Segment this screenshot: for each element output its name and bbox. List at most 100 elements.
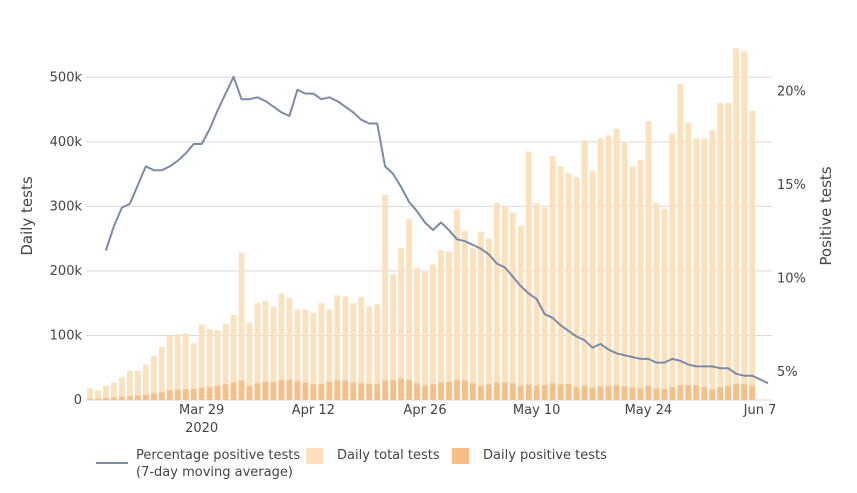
bar-daily-positive [182,389,189,400]
bar-daily-positive [406,379,412,400]
bar-daily-positive [597,386,604,400]
bar-daily-total [278,293,285,400]
bar-daily-positive [214,385,221,400]
bar-daily-total [438,250,444,400]
bar-daily-total [677,83,684,401]
bar-daily-positive [190,389,197,400]
bar-daily-total [390,274,396,400]
bar-daily-positive [541,385,548,400]
bar-daily-positive [589,387,596,400]
bar-daily-positive [509,383,516,400]
bar-daily-total [334,295,341,400]
bar-daily-positive [166,390,173,400]
bar-daily-positive [741,384,747,400]
bar-daily-positive [174,389,181,400]
bar-daily-positive [422,385,428,400]
bar-daily-total [701,138,708,400]
bar-daily-total [214,330,221,400]
bar-daily-total [182,333,189,400]
bar-daily-positive [246,385,253,400]
bar-daily-positive [310,384,317,400]
bar-daily-positive [430,384,436,400]
bar-daily-total [454,209,460,400]
bar-daily-positive [222,384,229,400]
y-right-tick-label: 10% [777,272,806,287]
bar-daily-positive [414,383,420,400]
bar-daily-total [669,134,676,400]
bar-daily-total [549,156,556,400]
bar-daily-positive [294,381,301,400]
bar-daily-positive [270,381,277,400]
bar-daily-total [398,248,404,400]
bar-daily-total [127,370,133,400]
bar-daily-total [509,212,516,400]
x-tick-sublabel: 2020 [185,421,218,436]
bar-daily-positive [262,381,269,400]
bar-daily-total [477,232,484,400]
bar-daily-total [238,252,245,400]
legend-positive-label: Daily positive tests [483,448,607,463]
bar-daily-total [485,238,492,400]
bar-daily-total [741,51,747,401]
bar-daily-positive [685,385,692,400]
bar-daily-positive [142,394,149,400]
bar-daily-total [533,203,540,400]
x-tick-label: Apr 12 [292,403,335,418]
bar-daily-positive [581,385,588,400]
bar-daily-total [87,388,93,400]
y-left-tick-label: 200k [50,264,83,279]
y-left-axis-title: Daily tests [18,176,36,256]
bar-daily-positive [717,387,724,400]
bars-layer [87,48,755,401]
bar-daily-total [119,377,125,400]
bar-daily-total [270,306,277,400]
bar-daily-positive [629,387,636,400]
bar-daily-positive [661,389,668,400]
y-left-tick-label: 100k [50,328,83,343]
bar-daily-total [557,166,564,400]
bar-daily-positive [605,386,612,400]
bar-daily-positive [119,396,125,400]
bar-daily-total [717,103,724,400]
line-positive-percentage [104,75,769,385]
bar-daily-positive [549,383,556,400]
y-right-axis-title: Positive tests [817,166,835,265]
y-right-tick-label: 15% [777,178,806,193]
bar-daily-total [517,225,524,400]
bar-daily-total [629,166,636,400]
bar-daily-positive [525,384,532,400]
bar-daily-total [573,177,580,400]
x-tick-label: Jun 7 [743,403,777,418]
bar-daily-positive [318,383,325,400]
bar-daily-positive [150,393,157,400]
bar-daily-total [685,122,692,401]
bar-daily-positive [677,385,684,400]
bar-daily-positive [278,379,285,400]
bar-daily-total [326,309,333,400]
bar-daily-total [198,324,205,400]
bar-daily-positive [390,379,396,400]
bar-daily-positive [653,388,660,400]
bar-daily-total [254,303,261,400]
bar-daily-positive [725,385,731,400]
bar-daily-positive [573,387,580,400]
x-tick-label: Apr 26 [403,403,446,418]
bar-daily-total [709,130,716,400]
bar-daily-total [95,390,101,400]
bar-daily-positive [134,395,141,400]
bar-daily-total [230,314,237,400]
bar-daily-positive [613,385,620,400]
bar-daily-positive [230,382,237,400]
bar-daily-total [286,298,293,400]
bar-daily-total [142,364,149,400]
bar-daily-total [605,135,612,400]
bar-daily-total [134,370,141,400]
bar-daily-positive [286,379,293,400]
bar-daily-positive [501,382,508,400]
bar-daily-total [725,103,731,400]
bar-daily-total [206,329,213,400]
bar-daily-positive [693,385,700,400]
bar-daily-total [749,110,755,400]
legend-total-label: Daily total tests [337,448,440,463]
